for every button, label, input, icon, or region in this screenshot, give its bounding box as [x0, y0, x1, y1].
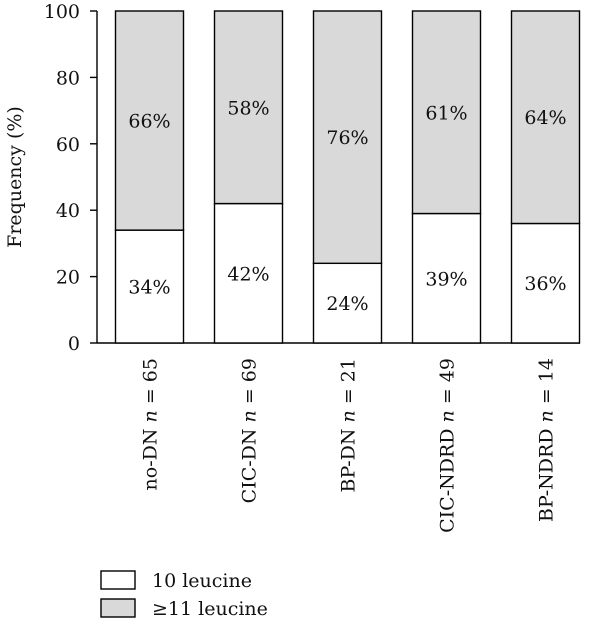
- y-tick-label: 80: [56, 67, 80, 89]
- legend-label-11-leucine: ≥11 leucine: [152, 598, 268, 620]
- equals-sign: =: [239, 382, 261, 410]
- y-ticks: 0 20 40 60 80 100: [44, 1, 97, 355]
- y-tick-label: 0: [68, 333, 80, 355]
- legend-swatch-10-leucine: [100, 570, 136, 590]
- equals-sign: =: [140, 382, 162, 410]
- data-label: 61%: [425, 102, 467, 124]
- bar-segment-11-leucine: [510, 10, 581, 225]
- n-symbol: n: [536, 410, 558, 422]
- sample-count: 65: [140, 358, 162, 382]
- y-tick-label: 40: [56, 200, 80, 222]
- equals-sign: =: [536, 382, 558, 410]
- data-label: 58%: [227, 97, 269, 119]
- data-label: 66%: [128, 111, 170, 133]
- data-label: 76%: [326, 127, 368, 149]
- bar-segment-11-leucine: [312, 10, 383, 265]
- legend-swatch-11-leucine: [100, 598, 136, 618]
- x-category-label: BP-NDRD n = 14: [536, 358, 558, 522]
- n-symbol: n: [140, 410, 162, 422]
- bar-segment-10-leucine: [213, 202, 284, 344]
- bar-segment-10-leucine: [510, 222, 581, 344]
- n-symbol: n: [437, 410, 459, 422]
- category-name: CIC-NDRD: [437, 422, 459, 532]
- y-tick-label: 100: [44, 1, 80, 23]
- n-symbol: n: [338, 410, 360, 422]
- legend-label-10-leucine: 10 leucine: [152, 570, 252, 592]
- data-label: 24%: [326, 293, 368, 315]
- category-name: BP-DN: [338, 422, 360, 492]
- legend: 10 leucine ≥11 leucine: [100, 570, 268, 620]
- equals-sign: =: [437, 382, 459, 410]
- data-label: 42%: [227, 263, 269, 285]
- bar-segment-11-leucine: [114, 10, 185, 231]
- data-labels: 34% 66% 42% 58% 24% 76% 39% 61% 36% 64%: [128, 97, 566, 315]
- equals-sign: =: [338, 382, 360, 410]
- category-name: no-DN: [140, 422, 162, 490]
- y-axis-label: Frequency (%): [4, 106, 26, 248]
- bars: [114, 10, 581, 344]
- data-label: 36%: [524, 273, 566, 295]
- n-symbol: n: [239, 410, 261, 422]
- sample-count: 49: [437, 358, 459, 382]
- x-category-label: BP-DN n = 21: [338, 358, 360, 492]
- x-category-label: CIC-NDRD n = 49: [437, 358, 459, 533]
- sample-count: 21: [338, 358, 360, 382]
- data-label: 34%: [128, 277, 170, 299]
- sample-count: 69: [239, 358, 261, 382]
- category-name: BP-NDRD: [536, 422, 558, 522]
- bar-segment-11-leucine: [411, 10, 482, 215]
- x-category-label: no-DN n = 65: [140, 358, 162, 490]
- bar-segment-10-leucine: [312, 262, 383, 344]
- data-label: 39%: [425, 268, 467, 290]
- y-tick-label: 60: [56, 134, 80, 156]
- x-categories: no-DN n = 65 CIC-DN n = 69 BP-DN n = 21 CIC…: [140, 358, 558, 533]
- x-category-label: CIC-DN n = 69: [239, 358, 261, 503]
- bar-segment-10-leucine: [114, 229, 185, 344]
- sample-count: 14: [536, 358, 558, 382]
- y-tick-label: 20: [56, 267, 80, 289]
- category-name: CIC-DN: [239, 422, 261, 503]
- bar-segment-11-leucine: [213, 10, 284, 205]
- data-label: 64%: [524, 107, 566, 129]
